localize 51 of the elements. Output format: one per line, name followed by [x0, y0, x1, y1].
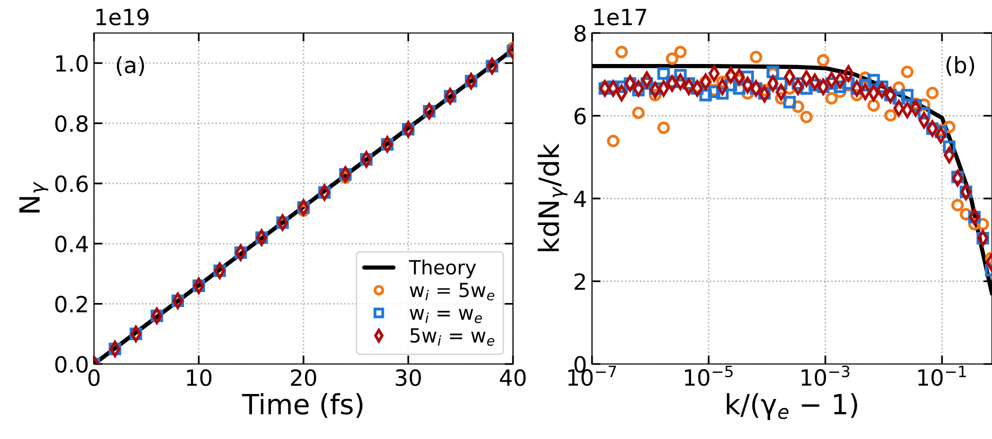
- point: [792, 78, 804, 96]
- x-axis-title: k/(γ$_{e}$ − 1): [726, 393, 858, 420]
- point: [867, 99, 880, 112]
- point: [783, 96, 796, 108]
- point: [606, 134, 620, 148]
- x-tick-label: 10$^{−5}$: [684, 366, 733, 386]
- point: [901, 66, 914, 78]
- point: [657, 122, 670, 134]
- legend-label: w$_{i}$ = 5w$_{e}$: [410, 282, 494, 300]
- x-tick-label: 10: [187, 369, 212, 386]
- annotation: (b): [946, 56, 974, 76]
- x-tick-label: 30: [396, 369, 421, 386]
- y-tick-label: 4: [574, 190, 586, 207]
- x-tick-label: 10$^{−3}$: [802, 366, 850, 386]
- point: [750, 50, 762, 64]
- y-tick-label: 0.0: [55, 356, 88, 373]
- y-tick-label: 0.4: [55, 236, 88, 252]
- point: [615, 46, 628, 58]
- x-tick-label: 0: [88, 369, 100, 386]
- y-tick-label: 6: [574, 108, 586, 125]
- x-axis-title: Time (fs): [242, 393, 362, 418]
- point: [699, 88, 712, 102]
- point: [632, 106, 645, 120]
- y-tick-label: 8: [574, 24, 586, 42]
- legend-label: Theory: [408, 260, 476, 278]
- point: [674, 46, 687, 58]
- x-tick-label: 20: [290, 369, 316, 386]
- point: [926, 86, 939, 100]
- point: [951, 198, 964, 212]
- point: [816, 54, 830, 67]
- point: [825, 92, 838, 105]
- legend-label: 5w$_{i}$ = w$_{e}$: [410, 328, 494, 346]
- text: 1e17: [594, 8, 646, 26]
- point: [666, 52, 678, 65]
- y-tick-label: 0.8: [55, 115, 88, 132]
- y-tick-label: 0.6: [55, 175, 88, 192]
- point: [800, 110, 813, 124]
- point: [867, 74, 880, 86]
- x-tick-label: 40: [500, 369, 526, 386]
- x-tick-label: 10$^{−1}$: [918, 366, 966, 386]
- legend-label: w$_{i}$ = w$_{e}$: [410, 309, 482, 324]
- text: 1e19: [96, 8, 149, 26]
- point: [884, 109, 897, 122]
- y-tick-label: 2: [574, 273, 585, 290]
- annotation: (a): [116, 56, 144, 76]
- y-tick-label: 0.2: [55, 296, 87, 313]
- point: [657, 67, 670, 80]
- y-axis-title: N$_{γ}$: [19, 182, 48, 212]
- point: [901, 88, 914, 102]
- y-tick-label: 1.0: [56, 55, 88, 72]
- y-axis-title: kdN$_{γ}$/dk: [538, 144, 568, 252]
